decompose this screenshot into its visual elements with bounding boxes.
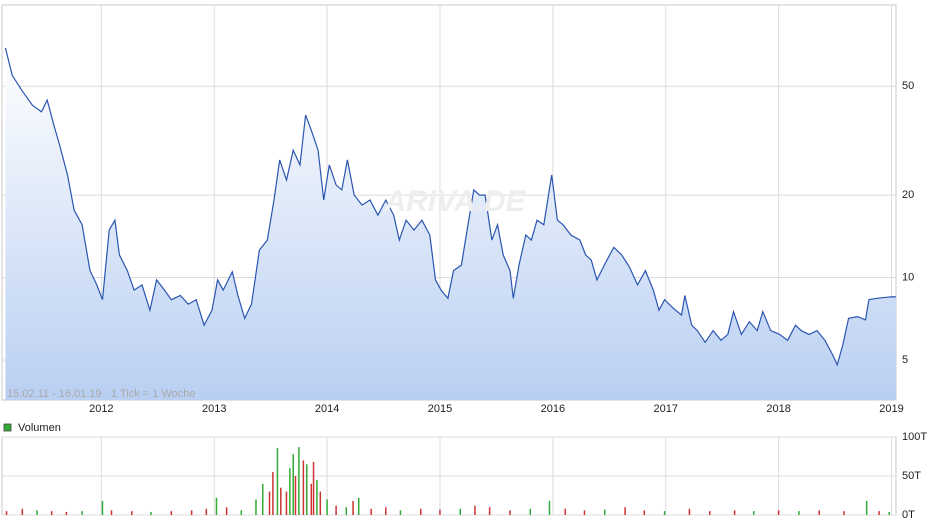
volume-bar [643, 510, 646, 515]
volume-bar [865, 500, 868, 515]
legend-swatch [3, 423, 12, 432]
x-tick-label: 2019 [879, 403, 903, 415]
volume-bar [843, 511, 845, 515]
y-tick-label: 20 [902, 189, 914, 201]
x-tick-label: 2018 [766, 403, 790, 415]
legend-label: Volumen [18, 422, 61, 434]
volume-bar [474, 505, 476, 515]
volume-bar [352, 500, 354, 515]
volume-bar [316, 479, 318, 515]
volume-bar [420, 508, 422, 515]
volume-bar [285, 491, 288, 515]
volume-bar [190, 510, 193, 515]
volume-bar [131, 511, 133, 515]
volume-bar [310, 483, 313, 515]
volume-bar [564, 508, 567, 515]
volume-bar [604, 509, 606, 515]
volume-bar [81, 511, 83, 515]
x-tick-label: 2014 [315, 403, 339, 415]
volume-bar [663, 511, 666, 515]
volume-bar [268, 491, 271, 515]
volume-bar [488, 507, 491, 515]
volume-bar [709, 511, 711, 515]
y-tick-label: 0T [902, 509, 915, 521]
volume-bar [399, 510, 402, 515]
volume-bar [439, 509, 441, 515]
volume-bar [272, 472, 274, 515]
volume-bar [215, 497, 218, 515]
volume-bar [798, 511, 800, 515]
volume-bar [345, 507, 348, 515]
y-tick-label: 5 [902, 354, 908, 366]
x-tick-label: 2015 [428, 403, 452, 415]
price-line [4, 47, 896, 367]
volume-bar [150, 511, 152, 515]
volume-bar [5, 511, 8, 515]
y-tick-label: 100T [902, 431, 927, 443]
volume-bar [276, 447, 279, 515]
tick-note: 1 Tick = 1 Woche [111, 388, 195, 400]
volume-bar [205, 508, 208, 515]
y-tick-label: 50T [902, 470, 921, 482]
x-tick-label: 2012 [89, 403, 113, 415]
volume-bar [225, 507, 228, 515]
y-tick-label: 50 [902, 80, 914, 92]
volume-bar [509, 510, 511, 515]
volume-bar [101, 500, 104, 515]
volume-bar [262, 483, 264, 515]
volume-bar [170, 511, 173, 515]
volume-bar [878, 511, 880, 515]
volume-bar [888, 511, 890, 515]
x-tick-label: 2017 [653, 403, 677, 415]
volume-bar [298, 447, 300, 515]
volume-bar [240, 510, 243, 515]
date-range: 15.02.11 - 16.01.19 [7, 388, 102, 400]
volume-bar [21, 508, 24, 515]
volume-bar [306, 464, 308, 515]
volume-bar [326, 499, 328, 515]
volume-bar [255, 499, 257, 515]
volume-bar [289, 468, 291, 515]
volume-bar [312, 461, 315, 515]
volume-bar [36, 510, 38, 515]
volume-bar [624, 507, 626, 515]
volume-bar [280, 487, 282, 515]
volume-bar [357, 497, 360, 515]
volume-bar [370, 508, 372, 515]
y-tick-label: 10 [902, 271, 914, 283]
volume-bar [292, 454, 294, 515]
volume-bar [302, 460, 305, 515]
volume-bar [459, 508, 462, 515]
volume-bar [385, 507, 387, 515]
x-tick-label: 2016 [541, 403, 565, 415]
volume-bar [50, 511, 53, 515]
volume-bar [319, 491, 322, 515]
volume-bar [688, 508, 691, 515]
volume-bar [818, 510, 820, 515]
volume-bar [548, 500, 551, 515]
volume-bar [294, 476, 297, 515]
x-tick-label: 2013 [202, 403, 226, 415]
volume-bar [110, 510, 113, 515]
volume-bar [777, 510, 780, 515]
volume-bar [65, 511, 68, 515]
volume-bar [335, 505, 337, 515]
watermark: ARIVA.DE [383, 185, 526, 218]
volume-bar [753, 511, 755, 515]
volume-bar [733, 510, 736, 515]
volume-bar [583, 510, 586, 515]
price-area [5, 47, 896, 401]
volume-bar [529, 508, 532, 515]
